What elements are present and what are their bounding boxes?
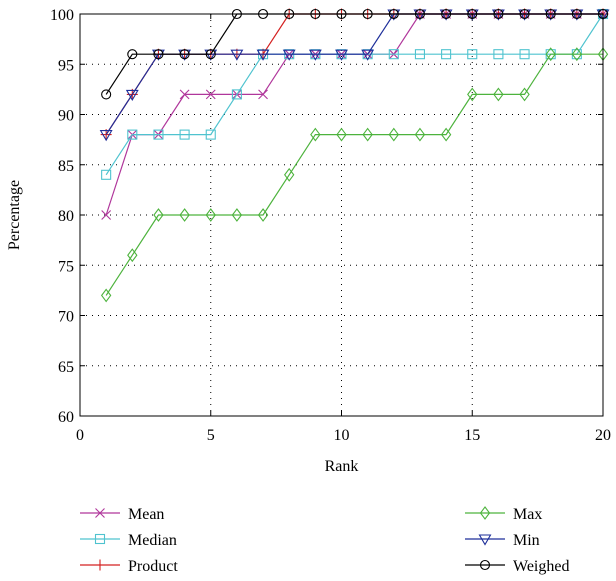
data-point-min <box>256 49 270 61</box>
data-point-mean <box>205 89 216 100</box>
legend-marker-max <box>479 506 491 520</box>
y-tick-label: 80 <box>58 208 74 225</box>
data-point-max <box>100 288 112 303</box>
data-point-mean <box>258 89 268 100</box>
data-point-max <box>440 127 452 142</box>
data-point-mean <box>179 89 190 100</box>
data-point-min <box>125 89 139 101</box>
data-point-min <box>308 49 322 61</box>
legend-item-median: Median <box>80 532 177 549</box>
legend-label-min: Min <box>513 532 540 549</box>
series-line-product <box>105 13 603 135</box>
data-point-median <box>414 49 426 60</box>
data-point-median <box>388 49 399 60</box>
series-line-mean <box>105 13 603 216</box>
data-point-max <box>257 208 269 222</box>
y-tick-label: 85 <box>58 158 74 175</box>
data-point-median <box>231 89 242 100</box>
data-point-weighed <box>205 49 216 60</box>
y-tick-label: 95 <box>58 57 74 74</box>
data-point-mean <box>101 210 112 220</box>
data-point-max <box>519 87 530 102</box>
y-tick-label: 75 <box>58 258 74 275</box>
data-point-max <box>336 127 347 142</box>
series-median <box>101 8 609 180</box>
legend-marker-mean <box>95 508 105 518</box>
legend-marker-product <box>94 559 106 571</box>
data-point-median <box>127 129 138 140</box>
data-point-median <box>467 49 478 60</box>
legend-marker-median <box>94 533 106 545</box>
data-point-median <box>179 129 190 140</box>
data-point-max <box>310 127 321 142</box>
series-layer <box>99 8 610 303</box>
x-tick-label: 10 <box>334 427 350 444</box>
legend-label-median: Median <box>128 532 177 549</box>
data-point-min <box>99 130 113 142</box>
y-axis-label: Percentage <box>6 180 23 250</box>
data-point-min <box>282 49 296 61</box>
y-tick-label: 90 <box>58 108 74 125</box>
legend-item-max: Max <box>465 506 542 523</box>
data-point-max <box>545 47 556 62</box>
x-tick-label: 0 <box>76 427 84 444</box>
axis-ticks: 0 5 10 15 20 60 65 70 75 80 85 90 95 100 <box>50 7 611 444</box>
legend-item-min: Min <box>465 532 540 549</box>
data-point-median <box>153 129 164 140</box>
data-point-min <box>361 49 375 61</box>
y-tick-label: 100 <box>50 7 74 24</box>
y-tick-label: 65 <box>58 359 74 376</box>
x-tick-label: 20 <box>595 427 611 444</box>
legend-label-weighed: Weighed <box>513 558 569 575</box>
data-point-median <box>519 49 530 60</box>
legend-item-product: Product <box>80 558 178 575</box>
legend-item-mean: Mean <box>80 506 164 523</box>
series-min <box>99 9 610 142</box>
data-point-max <box>284 167 295 182</box>
data-point-weighed <box>101 89 112 100</box>
data-point-median <box>101 169 112 180</box>
data-point-max <box>205 208 216 222</box>
legend-label-product: Product <box>128 558 178 575</box>
legend-label-mean: Mean <box>128 506 164 523</box>
legend-item-weighed: Weighed <box>465 558 569 575</box>
series-mean <box>101 9 608 220</box>
data-point-max <box>127 248 138 263</box>
x-tick-label: 5 <box>207 427 215 444</box>
legend-marker-weighed <box>479 559 491 571</box>
data-point-max <box>493 87 504 102</box>
data-point-min <box>230 49 244 61</box>
data-point-max <box>231 208 243 222</box>
series-max <box>100 47 609 303</box>
data-point-max <box>414 127 426 142</box>
legend-label-max: Max <box>513 506 542 523</box>
series-line-min <box>105 13 603 135</box>
data-point-weighed <box>179 49 190 60</box>
data-point-median <box>205 129 216 140</box>
data-point-max <box>179 208 190 222</box>
data-point-max <box>571 47 583 62</box>
y-tick-label: 60 <box>58 409 74 426</box>
y-tick-label: 70 <box>58 309 74 326</box>
x-tick-label: 15 <box>464 427 480 444</box>
grid-lines <box>80 14 603 416</box>
x-axis-label: Rank <box>325 458 359 475</box>
legend-marker-min <box>478 534 492 546</box>
data-point-median <box>441 49 452 60</box>
data-point-weighed <box>153 49 164 60</box>
data-point-median <box>493 49 504 60</box>
data-point-max <box>467 87 478 102</box>
series-product <box>100 8 609 141</box>
data-point-max <box>153 208 164 222</box>
data-point-weighed <box>127 49 138 60</box>
data-point-min <box>335 49 348 61</box>
data-point-max <box>388 127 399 142</box>
data-point-max <box>362 127 373 142</box>
legend: Mean Median Product Max Min Weighed <box>80 506 569 575</box>
